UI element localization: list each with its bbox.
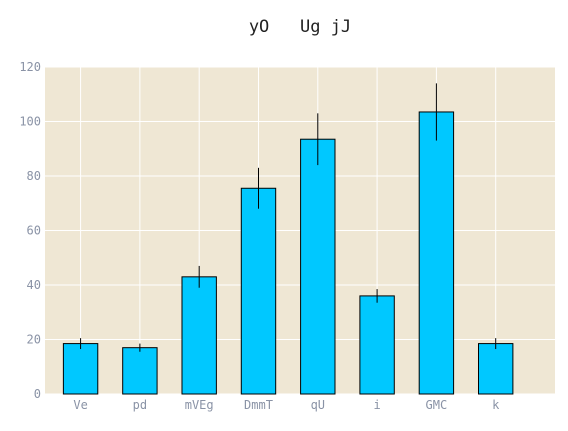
x-tick-label-5: i [373,398,380,412]
bar-4 [300,138,336,395]
bar-5 [359,295,395,395]
y-tick-label-2: 40 [27,278,41,292]
y-axis-ticks: 0 20 40 60 80 100 120 [19,60,41,401]
y-tick-label-6: 120 [19,60,41,74]
x-axis-ticks: Ve pd mVEg DmmT qU i GMC k [73,398,500,412]
x-tick-label-1: pd [133,398,147,412]
bars [62,111,514,395]
bar-1 [122,347,158,395]
x-tick-label-7: k [492,398,500,412]
x-tick-label-6: GMC [426,398,448,412]
bar-2 [181,276,217,395]
y-tick-label-3: 60 [27,224,41,238]
y-tick-label-4: 80 [27,169,41,183]
bar-0 [62,343,99,395]
bar-7 [478,343,514,395]
bar-3 [240,187,277,395]
x-tick-label-3: DmmT [244,398,273,412]
bar-6 [418,111,455,395]
x-tick-label-2: mVEg [185,398,214,412]
y-tick-label-1: 20 [27,333,41,347]
error-bars [80,83,497,352]
chart-title: yO Ug jJ [249,17,351,37]
y-tick-label-0: 0 [34,387,41,401]
x-tick-label-4: qU [311,398,325,412]
y-tick-label-5: 100 [19,115,41,129]
x-tick-label-0: Ve [73,398,87,412]
